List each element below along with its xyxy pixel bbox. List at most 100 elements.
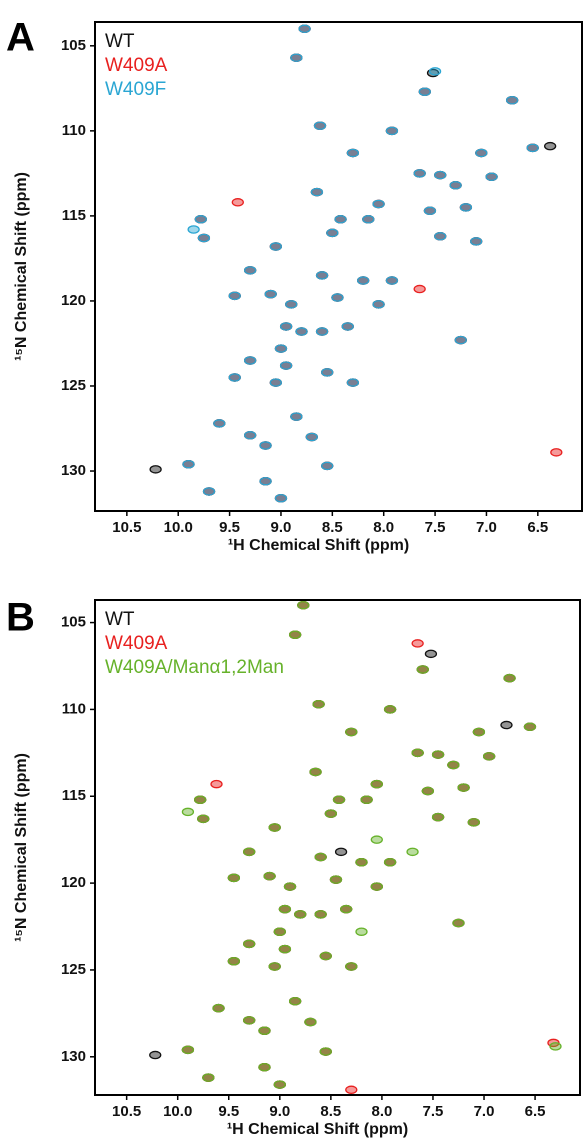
peak	[449, 181, 462, 190]
peak	[413, 284, 426, 294]
peak	[526, 143, 539, 153]
peak	[424, 649, 438, 659]
y-axis-title: ¹⁵N Chemical Shift (ppm)	[13, 172, 30, 361]
y-tick-label: 130	[61, 1048, 86, 1065]
peak	[197, 233, 211, 243]
peak	[288, 996, 302, 1006]
peak	[213, 419, 226, 428]
peak	[295, 327, 308, 336]
peak	[278, 944, 292, 954]
peak	[297, 600, 310, 610]
peak	[543, 141, 557, 151]
peak	[243, 1016, 256, 1025]
peak	[315, 271, 329, 280]
peak	[383, 705, 397, 714]
peak	[194, 215, 207, 224]
legend-entry: W409F	[105, 79, 166, 100]
peak	[243, 939, 256, 949]
x-tick-label: 9.0	[271, 519, 292, 536]
peak	[273, 1080, 286, 1089]
peak	[345, 727, 358, 737]
peak	[332, 795, 346, 804]
peak	[431, 812, 445, 822]
peak	[370, 882, 383, 891]
x-tick-label: 8.5	[320, 1103, 341, 1120]
peak	[505, 95, 519, 105]
panel: B 10.5 10.0 9.5 9.0 8.5 8.0 7.5 7.0 6.5 105 110 115 1…	[6, 596, 581, 1138]
peak	[345, 1085, 358, 1095]
peak	[182, 459, 195, 469]
peak	[370, 835, 383, 844]
x-tick-label: 8.0	[373, 519, 394, 536]
peak	[313, 121, 327, 131]
peak	[258, 1062, 271, 1072]
peak	[472, 727, 486, 737]
peak	[227, 873, 241, 883]
peak	[411, 748, 424, 758]
peak	[321, 461, 334, 471]
peak	[181, 1045, 195, 1055]
peak	[485, 172, 498, 182]
y-tick-label: 125	[61, 961, 86, 978]
x-tick-label: 9.5	[218, 1103, 239, 1120]
x-tick-label: 9.0	[269, 1103, 290, 1120]
y-tick-label: 125	[61, 377, 86, 394]
y-tick-label: 115	[62, 787, 86, 804]
x-tick-label: 6.5	[527, 519, 548, 536]
peak	[149, 465, 162, 474]
peak	[418, 87, 431, 96]
peak	[385, 276, 399, 285]
panel: A 10.5 10.0 9.5 9.0 8.5 8.0 7.5 7.0 6.5 105 110 115 1…	[6, 16, 583, 554]
y-tick-label: 110	[62, 122, 86, 139]
x-axis-title: ¹H Chemical Shift (ppm)	[227, 1121, 408, 1138]
peak	[268, 962, 281, 971]
x-tick-label: 7.5	[423, 1103, 444, 1120]
peak	[319, 951, 332, 961]
y-tick-label: 105	[61, 614, 86, 631]
peak	[315, 327, 329, 336]
y-tick-label: 105	[61, 37, 86, 54]
peak	[431, 750, 445, 759]
peak	[346, 378, 360, 387]
peak	[181, 807, 195, 817]
peak	[413, 169, 426, 178]
x-axis-title: ¹H Chemical Shift (ppm)	[228, 537, 409, 554]
peak	[202, 487, 216, 496]
peak	[290, 412, 303, 421]
x-tick-label: 7.5	[425, 519, 446, 536]
peak	[305, 432, 318, 442]
x-tick-label: 10.5	[112, 1103, 141, 1120]
peak	[500, 720, 513, 730]
y-tick-label: 115	[62, 207, 86, 224]
peak	[283, 882, 297, 891]
peak	[259, 441, 272, 450]
plot-frame	[94, 599, 581, 1096]
peak	[447, 760, 460, 770]
peak	[523, 722, 537, 732]
y-tick-label: 120	[61, 292, 86, 309]
peak	[372, 199, 385, 209]
peak	[355, 858, 368, 867]
peak	[550, 448, 563, 457]
peak	[310, 187, 324, 197]
peak	[319, 1047, 332, 1056]
panel-label: B	[6, 596, 35, 640]
peak	[187, 225, 200, 234]
peak	[340, 904, 353, 914]
peak	[294, 910, 307, 919]
peak	[324, 809, 338, 818]
peak	[385, 126, 399, 136]
peak	[346, 148, 360, 158]
peak	[264, 289, 277, 299]
legend-entry: W409A	[105, 633, 168, 654]
plot-frame	[94, 21, 583, 512]
x-tick-label: 10.5	[112, 519, 141, 536]
peak	[357, 276, 370, 285]
x-tick-label: 7.0	[474, 1103, 495, 1120]
peak	[227, 957, 241, 966]
peak	[298, 24, 311, 34]
legend-entry: W409A	[105, 55, 168, 76]
peak	[331, 293, 344, 302]
peak	[452, 918, 465, 928]
